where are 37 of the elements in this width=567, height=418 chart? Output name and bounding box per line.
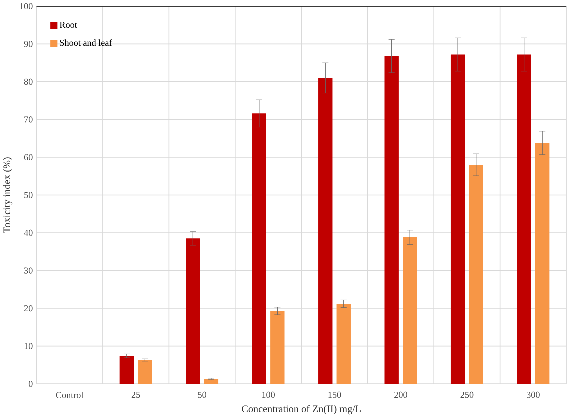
y-tick-label: 40 (24, 230, 33, 236)
bar (318, 78, 333, 384)
bar (186, 238, 200, 384)
y-tick-label: 70 (24, 116, 33, 123)
bar (517, 54, 532, 384)
y-tick-label: 80 (24, 78, 33, 86)
legend-label: Root (60, 22, 78, 28)
y-tick-label: 50 (24, 192, 33, 198)
bar (384, 56, 399, 384)
x-tick-label: 150 (328, 392, 342, 398)
legend-label: Shoot and leaf (60, 40, 112, 46)
x-tick-label: 250 (460, 392, 474, 398)
bar (535, 143, 550, 384)
y-tick-label: 60 (24, 154, 33, 161)
y-tick-label: 90 (24, 41, 33, 48)
y-axis-title: Toxicity index (%) (3, 158, 13, 234)
x-tick-label: Control (56, 392, 84, 398)
bar (120, 356, 134, 384)
x-tick-label: 25 (132, 392, 140, 398)
bar (270, 311, 285, 384)
bar (252, 114, 266, 384)
y-tick-label: 10 (24, 343, 33, 350)
bar (204, 379, 219, 384)
bar (450, 54, 466, 384)
bar (138, 360, 152, 384)
x-tick-label: 50 (198, 392, 206, 398)
bar (403, 238, 418, 384)
x-tick-label: 200 (394, 392, 408, 398)
x-tick-label: 300 (527, 392, 540, 398)
x-tick-label: 100 (262, 392, 275, 398)
x-axis-title: Concentration of Zn(II) mg/L (242, 405, 361, 415)
y-tick-label: 20 (24, 305, 33, 312)
y-tick-label: 100 (20, 3, 33, 10)
bar (336, 304, 351, 384)
y-tick-label: 30 (24, 268, 33, 274)
y-tick-label: 0 (28, 381, 33, 388)
bar (469, 165, 484, 384)
